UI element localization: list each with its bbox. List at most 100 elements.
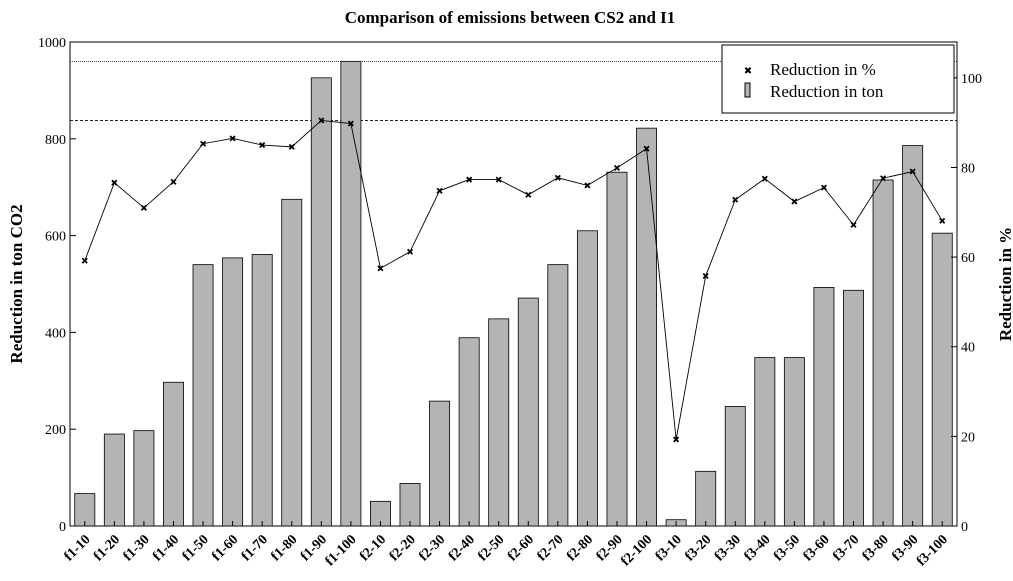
- bar: [429, 400, 451, 527]
- bar: [902, 145, 924, 527]
- line-point: [613, 164, 621, 171]
- y-axis-left: 0 200 400 600 800 1000: [38, 36, 76, 535]
- x-tick-label: f3-100: [914, 532, 951, 569]
- line-point: [377, 265, 384, 272]
- bar: [488, 318, 510, 527]
- x-tick-label: f2-20: [387, 532, 419, 564]
- bar: [872, 179, 894, 527]
- y-axis-right: 0 20 40 60 80 100: [951, 72, 982, 535]
- line-point: [880, 175, 887, 182]
- x-tick-label: f2-30: [416, 532, 448, 564]
- bar: [606, 171, 628, 527]
- x-tick-label: f1-10: [62, 532, 94, 564]
- legend-marker-percent: ✖: [744, 66, 752, 77]
- y2-tick-label: 60: [961, 251, 975, 266]
- y-tick-label: 600: [45, 230, 66, 245]
- x-tick-label: f2-50: [475, 532, 507, 564]
- bar: [547, 264, 569, 527]
- y2-tick-label: 80: [961, 161, 975, 176]
- x-tick-label: f3-70: [830, 532, 862, 564]
- x-tick-label: f2-10: [357, 532, 389, 564]
- x-tick-label: f1-100: [323, 532, 360, 569]
- bar: [399, 483, 421, 527]
- bar: [192, 264, 214, 527]
- bar: [222, 257, 244, 527]
- y-tick-label: 400: [45, 326, 66, 341]
- x-tick-label: f3-80: [860, 532, 892, 564]
- bar: [163, 381, 184, 527]
- bar: [636, 127, 658, 527]
- line-point: [643, 145, 650, 152]
- x-tick-label: f1-70: [239, 532, 271, 564]
- y2-tick-label: 0: [961, 520, 968, 535]
- line-point: [850, 221, 857, 228]
- line-point: [436, 187, 443, 194]
- line-point: [584, 182, 591, 189]
- line-point: [229, 135, 236, 142]
- chart-title: Comparison of emissions between CS2 and …: [345, 8, 676, 27]
- line-point: [495, 176, 502, 183]
- bar: [724, 406, 746, 527]
- bar: [281, 198, 303, 527]
- line-point: [318, 117, 325, 124]
- x-tick-label: f3-40: [742, 532, 774, 564]
- bar: [754, 357, 776, 527]
- bar: [103, 433, 125, 527]
- x-tick-label: f1-50: [180, 532, 212, 564]
- line-point: [200, 140, 207, 147]
- legend-box: [721, 44, 955, 114]
- line-point: [791, 198, 798, 205]
- y-axis-label: Reduction in ton CO2: [7, 204, 26, 363]
- line-point: [466, 176, 473, 183]
- legend-label-percent: Reduction in %: [770, 60, 876, 79]
- x-tick-label: f2-40: [446, 532, 478, 564]
- x-tick-label: f3-10: [653, 532, 685, 564]
- x-tick-label: f2-60: [505, 532, 537, 564]
- line-point: [702, 272, 709, 279]
- bar: [133, 430, 155, 527]
- line-series: [81, 117, 946, 443]
- y2-tick-label: 20: [961, 430, 975, 445]
- x-tick-label: f1-30: [121, 532, 153, 564]
- y2-axis-label: Reduction in %: [996, 227, 1013, 341]
- x-tick-label: f3-20: [682, 532, 714, 564]
- bar: [251, 254, 273, 527]
- line-point: [259, 142, 266, 149]
- bar: [517, 297, 539, 527]
- line-point: [909, 168, 916, 175]
- x-tick-label: f1-40: [150, 532, 182, 564]
- line-point: [820, 184, 827, 191]
- bar: [458, 337, 480, 527]
- plot-area: 0 200 400 600 800 1000 0 20 40 60 80 100 f1-10f1-2…: [38, 36, 982, 569]
- legend-label-ton: Reduction in ton: [770, 82, 884, 101]
- line-point: [525, 191, 532, 198]
- y-tick-label: 800: [45, 133, 66, 148]
- plot-frame: [69, 41, 958, 527]
- bar: [576, 230, 598, 527]
- x-tick-label: f3-30: [712, 532, 744, 564]
- line-point: [170, 178, 177, 185]
- bar: [813, 286, 835, 527]
- y2-tick-label: 40: [961, 341, 975, 356]
- legend: ✖ Reduction in % Reduction in ton: [721, 44, 955, 114]
- x-tick-label: f2-70: [535, 532, 567, 564]
- line-point: [288, 143, 295, 150]
- x-tick-label: f1-80: [269, 532, 301, 564]
- bar: [783, 357, 805, 527]
- x-tick-label: f1-60: [209, 532, 241, 564]
- reference-lines: [70, 60, 957, 121]
- y-tick-label: 1000: [38, 36, 66, 51]
- x-axis: f1-10f1-20f1-30f1-40f1-50f1-60f1-70f1-80…: [62, 521, 951, 569]
- bar: [843, 289, 864, 527]
- bar: [695, 470, 717, 527]
- x-tick-label: f2-100: [618, 532, 655, 569]
- line-point: [761, 175, 768, 182]
- bar: [931, 232, 953, 527]
- line-point: [406, 248, 414, 255]
- bar: [340, 60, 362, 527]
- x-tick-label: f1-20: [91, 532, 123, 564]
- series-line: [84, 119, 943, 440]
- legend-swatch-ton: [744, 82, 751, 98]
- y-tick-label: 0: [59, 520, 66, 535]
